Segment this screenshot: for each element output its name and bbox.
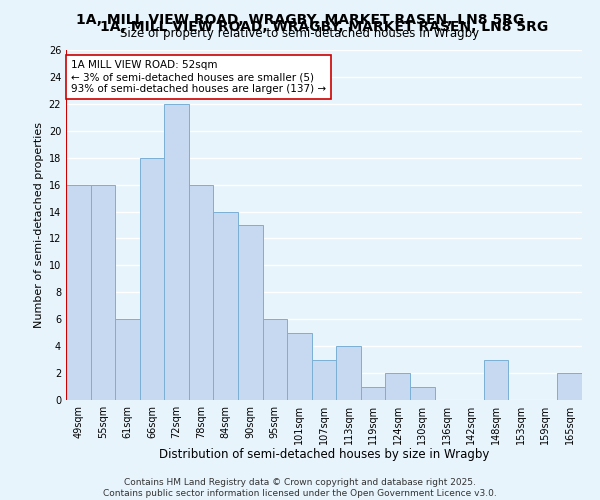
Bar (336, 346, 361, 400)
Bar (66, 184, 91, 400)
Bar (484, 360, 508, 400)
Text: 1A, MILL VIEW ROAD, WRAGBY, MARKET RASEN, LN8 5RG: 1A, MILL VIEW ROAD, WRAGBY, MARKET RASEN… (76, 12, 524, 26)
Bar (140, 158, 164, 400)
Bar (214, 212, 238, 400)
Text: Contains HM Land Registry data © Crown copyright and database right 2025.
Contai: Contains HM Land Registry data © Crown c… (103, 478, 497, 498)
Y-axis label: Number of semi-detached properties: Number of semi-detached properties (34, 122, 44, 328)
Bar (263, 319, 287, 400)
Text: 1A MILL VIEW ROAD: 52sqm
← 3% of semi-detached houses are smaller (5)
93% of sem: 1A MILL VIEW ROAD: 52sqm ← 3% of semi-de… (71, 60, 326, 94)
Bar (410, 386, 434, 400)
Bar (557, 373, 582, 400)
Bar (312, 360, 336, 400)
Text: Size of property relative to semi-detached houses in Wragby: Size of property relative to semi-detach… (121, 28, 479, 40)
Bar (287, 332, 312, 400)
Bar (91, 184, 115, 400)
Bar (238, 225, 263, 400)
X-axis label: Distribution of semi-detached houses by size in Wragby: Distribution of semi-detached houses by … (159, 448, 489, 462)
Bar (164, 104, 189, 400)
Bar (189, 184, 214, 400)
Title: 1A, MILL VIEW ROAD, WRAGBY, MARKET RASEN, LN8 5RG: 1A, MILL VIEW ROAD, WRAGBY, MARKET RASEN… (100, 20, 548, 34)
Bar (385, 373, 410, 400)
Bar (361, 386, 385, 400)
Bar (115, 319, 140, 400)
